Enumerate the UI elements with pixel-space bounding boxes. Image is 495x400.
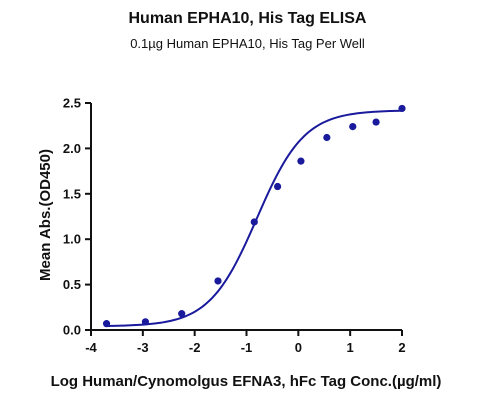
data-point [274,182,282,191]
x-tick-label: -1 [241,340,253,355]
data-point [178,310,186,318]
data-point [323,133,331,142]
x-tick-label: 0 [295,340,302,355]
chart-title: Human EPHA10, His Tag ELISA [128,10,367,27]
x-tick-label: -3 [137,340,149,355]
y-tick-label: 1.0 [63,232,81,247]
x-tick-label: -2 [189,340,201,355]
y-tick-label: 0.0 [63,323,81,338]
y-tick-label: 2.5 [63,96,81,111]
x-tick-label: 1 [347,340,354,355]
y-tick-label: 2.0 [63,141,81,156]
data-point [250,218,258,226]
chart-axes: 0.0 0.5 1.0 1.5 2.0 2.5 -4 -3 -2 -1 0 1 2 [63,96,406,356]
data-points-layer [102,104,406,328]
x-axis-label: Log Human/Cynomolgus EFNA3, hFc Tag Conc… [51,373,442,390]
data-point [297,157,305,165]
y-axis-label: Mean Abs.(OD450) [37,149,54,281]
data-point [372,118,380,126]
chart-subtitle: 0.1µg Human EPHA10, His Tag Per Well [130,36,365,51]
y-tick-label: 0.5 [63,277,81,292]
y-tick-label: 1.5 [63,186,81,201]
data-point [398,104,406,113]
x-tick-label: -4 [85,340,97,355]
x-tick-label: 2 [398,340,405,355]
data-point [102,320,111,328]
data-point [349,123,357,131]
data-point [214,277,222,285]
data-point [141,318,150,326]
